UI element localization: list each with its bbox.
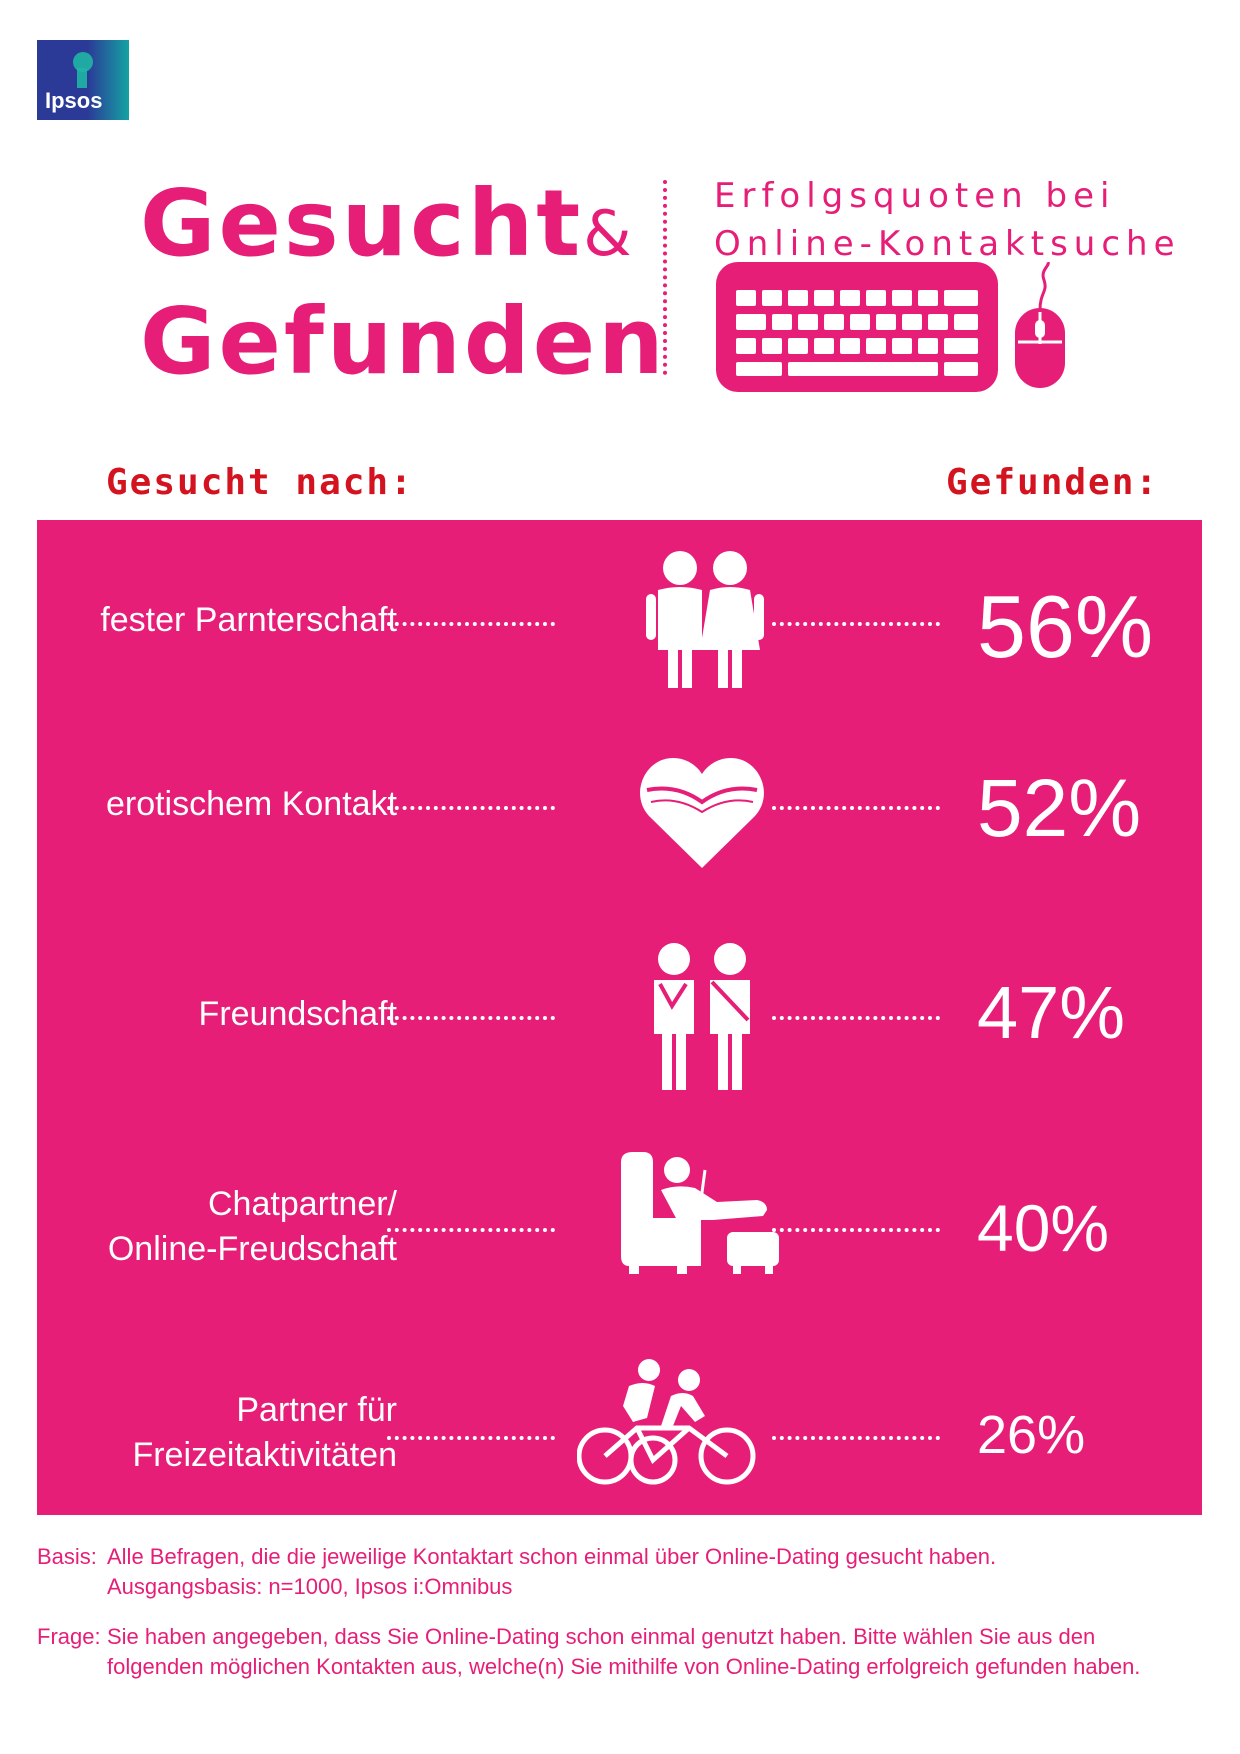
row-value: 47% [977,971,1126,1054]
row-label: Partner für Freizeitaktivitäten [132,1391,397,1474]
frage-text: Sie haben angegeben, dass Sie Online-Dat… [107,1624,1141,1679]
dotted-leader [772,1016,940,1020]
footer-question: Frage: Sie haben angegeben, dass Sie Onli… [37,1622,1207,1682]
header-searched: Gesucht nach: [106,462,414,503]
title-divider [663,180,667,375]
title-line2: Gefunden [140,288,667,395]
dotted-leader [387,1228,555,1232]
title-ampersand: & [583,197,635,270]
row-value: 56% [977,577,1154,676]
row-label: fester Parnterschaft [100,601,397,639]
subtitle: Erfolgsquoten bei Online-Kontaktsuche [714,172,1181,268]
tandem-bike-icon [576,1356,757,1491]
page-title: Gesucht& Gefunden [140,170,667,396]
dotted-leader [772,1436,940,1440]
basis-line1: Alle Befragen, die die jeweilige Kontakt… [107,1544,997,1569]
result-row: Partner für Freizeitaktivitäten [37,1356,1202,1486]
basis-line2: Ausgangsbasis: n=1000, Ipsos i:Omnibus [107,1574,513,1599]
subtitle-line1: Erfolgsquoten bei [714,176,1116,216]
chat-armchair-icon [582,1148,822,1283]
result-row: Freundschaft 47% [37,942,1202,1092]
heart-icon [582,750,822,875]
ipsos-logo: Ipsos [37,40,129,120]
friends-icon [582,942,822,1097]
dotted-leader [387,1016,555,1020]
result-row: Chatpartner/ Online-Freudschaft 40% [37,1148,1202,1278]
dotted-leader [772,1228,940,1232]
dotted-leader [772,622,940,626]
dotted-leader [387,806,555,810]
row-value: 40% [977,1191,1110,1265]
couple-icon [582,550,822,695]
row-label: erotischem Kontakt [105,785,397,823]
basis-key: Basis: [37,1544,97,1569]
logo-text: Ipsos [45,88,102,113]
mouse-icon [1010,261,1070,397]
row-value: 26% [977,1405,1086,1465]
dotted-leader [387,622,555,626]
header-found: Gefunden: [946,462,1160,503]
result-row: erotischem Kontakt 52% [37,750,1202,870]
subtitle-line2: Online-Kontaktsuche [714,224,1181,264]
keyboard-icon [716,262,998,397]
result-row: fester Parnterschaft 56% [37,550,1202,690]
dotted-leader [387,1436,555,1440]
row-value: 52% [977,763,1142,854]
row-label: Chatpartner/ Online-Freudschaft [107,1185,397,1268]
footer-basis: Basis: Alle Befragen, die die jeweilige K… [37,1542,1207,1602]
row-label: Freundschaft [198,995,397,1033]
results-panel: fester Parnterschaft 56% erotischem Kont… [37,520,1202,1515]
frage-key: Frage: [37,1624,101,1649]
dotted-leader [772,806,940,810]
title-line1: Gesucht [140,170,584,277]
